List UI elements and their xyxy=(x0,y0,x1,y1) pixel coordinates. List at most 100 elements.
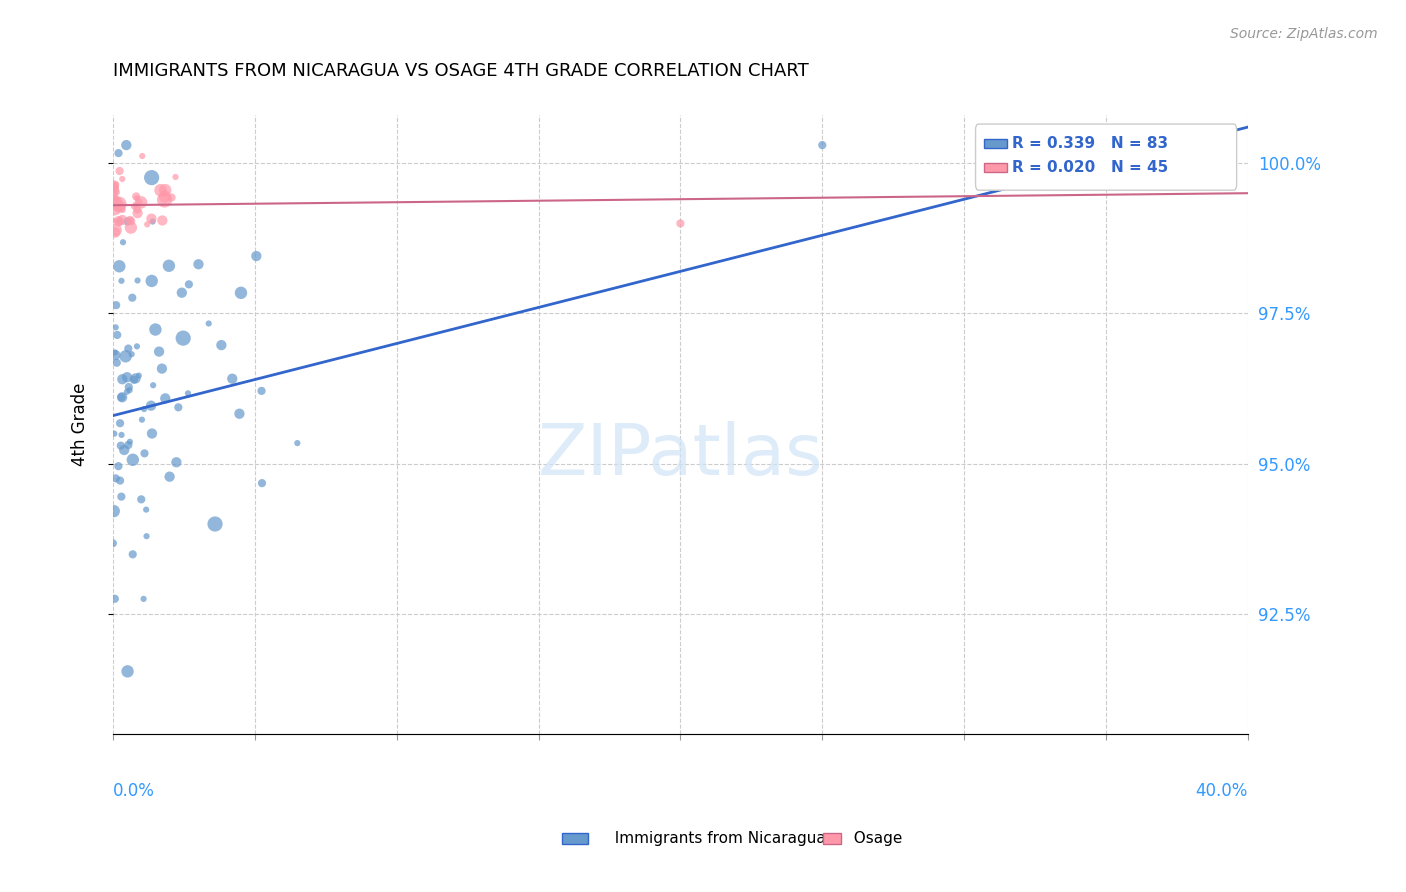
Point xyxy=(115,370,138,384)
Point xyxy=(111,372,134,386)
Point xyxy=(108,260,131,274)
Point xyxy=(104,202,127,217)
Point xyxy=(117,342,139,356)
Point xyxy=(121,452,143,467)
Point xyxy=(110,274,132,288)
Point xyxy=(114,349,136,363)
Point xyxy=(204,516,226,531)
Point xyxy=(197,317,219,331)
Point xyxy=(136,218,159,232)
Point xyxy=(104,471,127,485)
Point xyxy=(229,285,252,300)
Point xyxy=(125,189,148,203)
Point xyxy=(108,164,131,178)
Point xyxy=(124,371,146,385)
Point xyxy=(141,274,163,288)
Point xyxy=(111,390,134,404)
Point xyxy=(104,591,127,606)
Point xyxy=(285,436,308,450)
Point xyxy=(141,170,163,185)
Point xyxy=(811,138,834,153)
Point xyxy=(115,138,138,153)
Point xyxy=(111,172,134,186)
Point xyxy=(127,206,149,220)
Point xyxy=(105,194,128,209)
Text: R = 0.339   N = 83: R = 0.339 N = 83 xyxy=(1012,136,1168,151)
Point xyxy=(177,277,200,292)
Point xyxy=(104,320,127,334)
Point xyxy=(101,192,124,206)
Point xyxy=(142,378,165,392)
Point xyxy=(103,504,125,518)
Point xyxy=(131,149,153,163)
Point xyxy=(108,213,131,227)
Point xyxy=(105,356,128,370)
Point xyxy=(128,368,150,383)
Point xyxy=(159,469,181,483)
Point xyxy=(101,179,124,194)
Point xyxy=(165,169,187,184)
Point xyxy=(157,259,180,273)
Point xyxy=(135,529,157,543)
Text: Source: ZipAtlas.com: Source: ZipAtlas.com xyxy=(1230,27,1378,41)
Point xyxy=(132,591,155,606)
Text: IMMIGRANTS FROM NICARAGUA VS OSAGE 4TH GRADE CORRELATION CHART: IMMIGRANTS FROM NICARAGUA VS OSAGE 4TH G… xyxy=(112,62,808,79)
Point xyxy=(101,188,124,202)
Point xyxy=(131,412,153,426)
Point xyxy=(112,442,135,457)
Point xyxy=(101,213,124,227)
Point xyxy=(165,455,187,469)
Point xyxy=(209,338,232,352)
Point xyxy=(153,186,176,201)
Text: Osage: Osage xyxy=(844,831,903,846)
FancyBboxPatch shape xyxy=(976,124,1237,190)
Point xyxy=(104,348,127,362)
Point xyxy=(221,372,243,386)
Point xyxy=(129,492,152,507)
Point xyxy=(124,198,146,212)
Bar xyxy=(984,139,1007,148)
Point xyxy=(107,146,129,161)
Point xyxy=(149,183,172,197)
Point xyxy=(187,257,209,271)
Point xyxy=(110,490,132,504)
Point xyxy=(139,399,162,413)
Point xyxy=(117,214,139,228)
Point xyxy=(108,474,131,488)
Point xyxy=(121,291,143,305)
Point xyxy=(105,298,128,312)
Point xyxy=(129,195,152,210)
Point xyxy=(121,347,143,361)
Point xyxy=(177,386,200,401)
Point xyxy=(105,178,128,192)
Point xyxy=(118,212,141,227)
Point xyxy=(110,428,132,442)
Point xyxy=(107,214,129,228)
Point xyxy=(111,202,134,217)
Point xyxy=(150,361,173,376)
Point xyxy=(104,181,127,195)
Point xyxy=(250,476,273,491)
Point xyxy=(105,186,128,200)
Point xyxy=(118,383,141,397)
Y-axis label: 4th Grade: 4th Grade xyxy=(72,383,89,467)
Point xyxy=(107,215,129,229)
Point xyxy=(125,191,148,205)
Point xyxy=(115,384,138,399)
Point xyxy=(132,402,155,417)
Point xyxy=(170,285,193,300)
Point xyxy=(172,331,194,345)
Point xyxy=(155,392,177,406)
Point xyxy=(101,178,124,193)
Point xyxy=(104,223,127,237)
Point xyxy=(160,190,183,204)
Point xyxy=(155,183,177,197)
Point xyxy=(101,183,124,197)
Point xyxy=(250,384,273,398)
Point xyxy=(669,216,692,230)
Point xyxy=(128,194,150,209)
Text: 0.0%: 0.0% xyxy=(112,782,155,800)
Point xyxy=(107,459,129,474)
Text: 40.0%: 40.0% xyxy=(1195,782,1249,800)
Point xyxy=(101,536,124,550)
